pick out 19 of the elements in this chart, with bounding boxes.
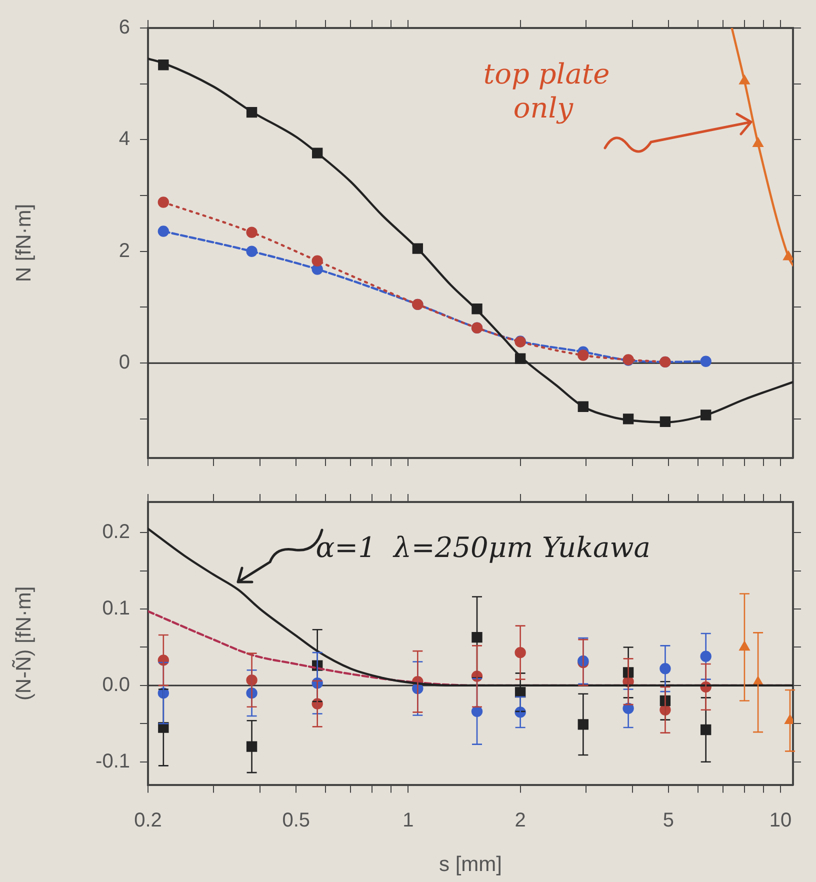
x-tick-label: 2: [514, 809, 526, 832]
y-tick-label: 2: [118, 240, 130, 262]
y-tick-label: 0.1: [102, 598, 130, 620]
y-tick-label: 0.2: [102, 521, 130, 544]
x-tick-label: 5: [662, 809, 674, 832]
x-tick-label: 0.5: [282, 809, 310, 832]
x-tick-label: 0.2: [134, 809, 162, 832]
y-tick-label: -0.1: [96, 750, 130, 772]
annotation: top plate only: [483, 58, 610, 125]
y-axis-title: N [fN·m]: [12, 204, 36, 282]
y-tick-label: 6: [118, 16, 130, 39]
x-axis-title: s [mm]: [439, 853, 502, 876]
y-tick-label: 0.0: [102, 674, 130, 696]
y-tick-label: 4: [118, 128, 130, 150]
y-axis-title: (N-Ñ) [fN·m]: [11, 586, 36, 701]
x-tick-label: 1: [402, 809, 414, 832]
annotation: α=1 λ=250μm Yukawa: [316, 531, 650, 564]
x-tick-label: 10: [769, 809, 792, 832]
y-tick-label: 0: [118, 352, 130, 374]
